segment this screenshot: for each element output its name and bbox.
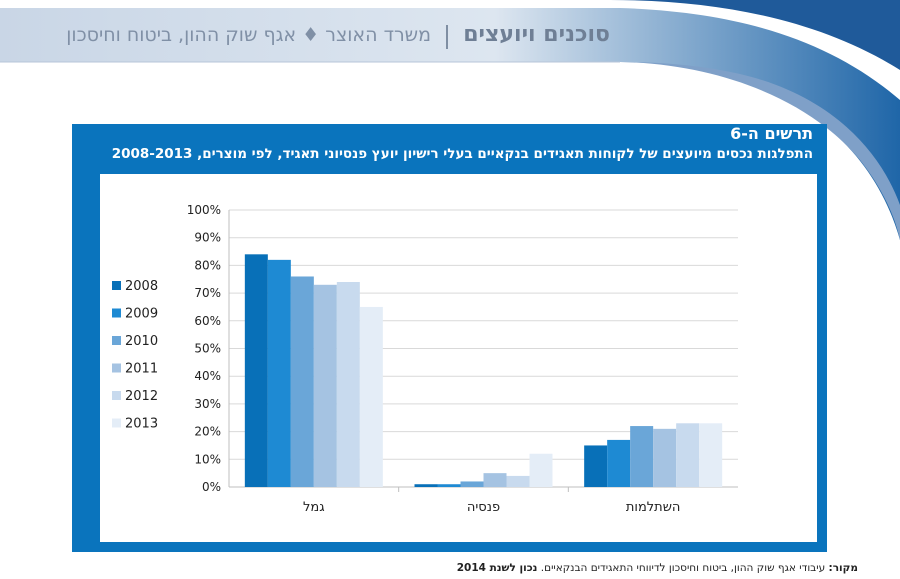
legend-label: 2013 — [125, 417, 158, 432]
header-divider — [446, 24, 449, 49]
legend-swatch — [112, 418, 121, 428]
bar — [607, 439, 631, 487]
figure-header: תרשים ה-6 התפלגות נכסים מיועצים של לקוחו… — [72, 124, 827, 170]
bar — [244, 254, 268, 487]
bar — [653, 428, 677, 487]
bar — [313, 284, 337, 487]
y-tick-label: 50% — [194, 342, 221, 356]
legend-label: 2012 — [125, 389, 158, 404]
bar — [267, 259, 291, 487]
ministry-title: משרד האוצר ♦ אגף שוק ההון, ביטוח וחיסכון — [66, 24, 432, 46]
bar — [290, 276, 314, 487]
bar — [506, 475, 530, 487]
y-tick-label: 30% — [194, 397, 221, 411]
x-category-label: גמל — [303, 500, 325, 515]
y-tick-label: 70% — [194, 286, 221, 300]
source-text: עיבודי אגף שוק ההון, ביטוח וחיסכון לדיוו… — [540, 562, 826, 574]
legend-swatch — [112, 391, 121, 400]
x-category-label: השתלמות — [626, 500, 681, 515]
bar — [336, 282, 360, 487]
y-tick-label: 10% — [194, 452, 221, 466]
legend-swatch — [112, 281, 121, 290]
bar — [414, 484, 438, 487]
bar — [676, 423, 700, 487]
y-tick-label: 80% — [194, 258, 221, 272]
y-tick-label: 0% — [202, 480, 221, 494]
source-note: מקור: עיבודי אגף שוק ההון, ביטוח וחיסכון… — [430, 562, 858, 574]
header-swoosh — [0, 0, 900, 240]
plot-area: 0% 10% 20% 30% 40% 50% 60% 70% 80% 90% 100% גמל פנסי… — [100, 174, 817, 542]
section-title: סוכנים ויועצים — [463, 22, 610, 47]
figure-number: תרשים ה-6 — [730, 124, 813, 143]
figure-frame: תרשים ה-6 התפלגות נכסים מיועצים של לקוחו… — [72, 124, 827, 552]
bar — [359, 306, 383, 487]
page-header: סוכנים ויועצים משרד האוצר ♦ אגף שוק ההון… — [40, 22, 610, 49]
legend-label: 2010 — [125, 334, 158, 349]
y-tick-label: 20% — [194, 425, 221, 439]
bar — [483, 473, 507, 487]
legend-swatch — [112, 363, 121, 373]
bar — [460, 481, 484, 487]
source-asof: נכון לשנת 2014 — [456, 562, 538, 574]
y-tick-label: 90% — [194, 231, 221, 245]
legend-swatch — [112, 308, 121, 318]
legend-label: 2009 — [125, 307, 158, 322]
legend-swatch — [112, 336, 121, 345]
bar — [529, 453, 553, 487]
figure-title: התפלגות נכסים מיועצים של לקוחות תאגידים … — [111, 146, 813, 162]
y-tick-label: 40% — [194, 369, 221, 383]
x-category-label: פנסיה — [467, 500, 500, 515]
legend-label: 2008 — [125, 279, 158, 294]
legend-label: 2011 — [125, 362, 158, 377]
y-tick-label: 60% — [194, 314, 221, 328]
source-label: מקור: — [828, 562, 858, 574]
bar-chart: 0% 10% 20% 30% 40% 50% 60% 70% 80% 90% 100% גמל פנסי… — [112, 203, 738, 515]
bar — [437, 484, 461, 487]
bar — [699, 423, 723, 487]
bar — [630, 426, 654, 487]
y-tick-label: 100% — [187, 203, 221, 217]
bar — [584, 445, 608, 487]
